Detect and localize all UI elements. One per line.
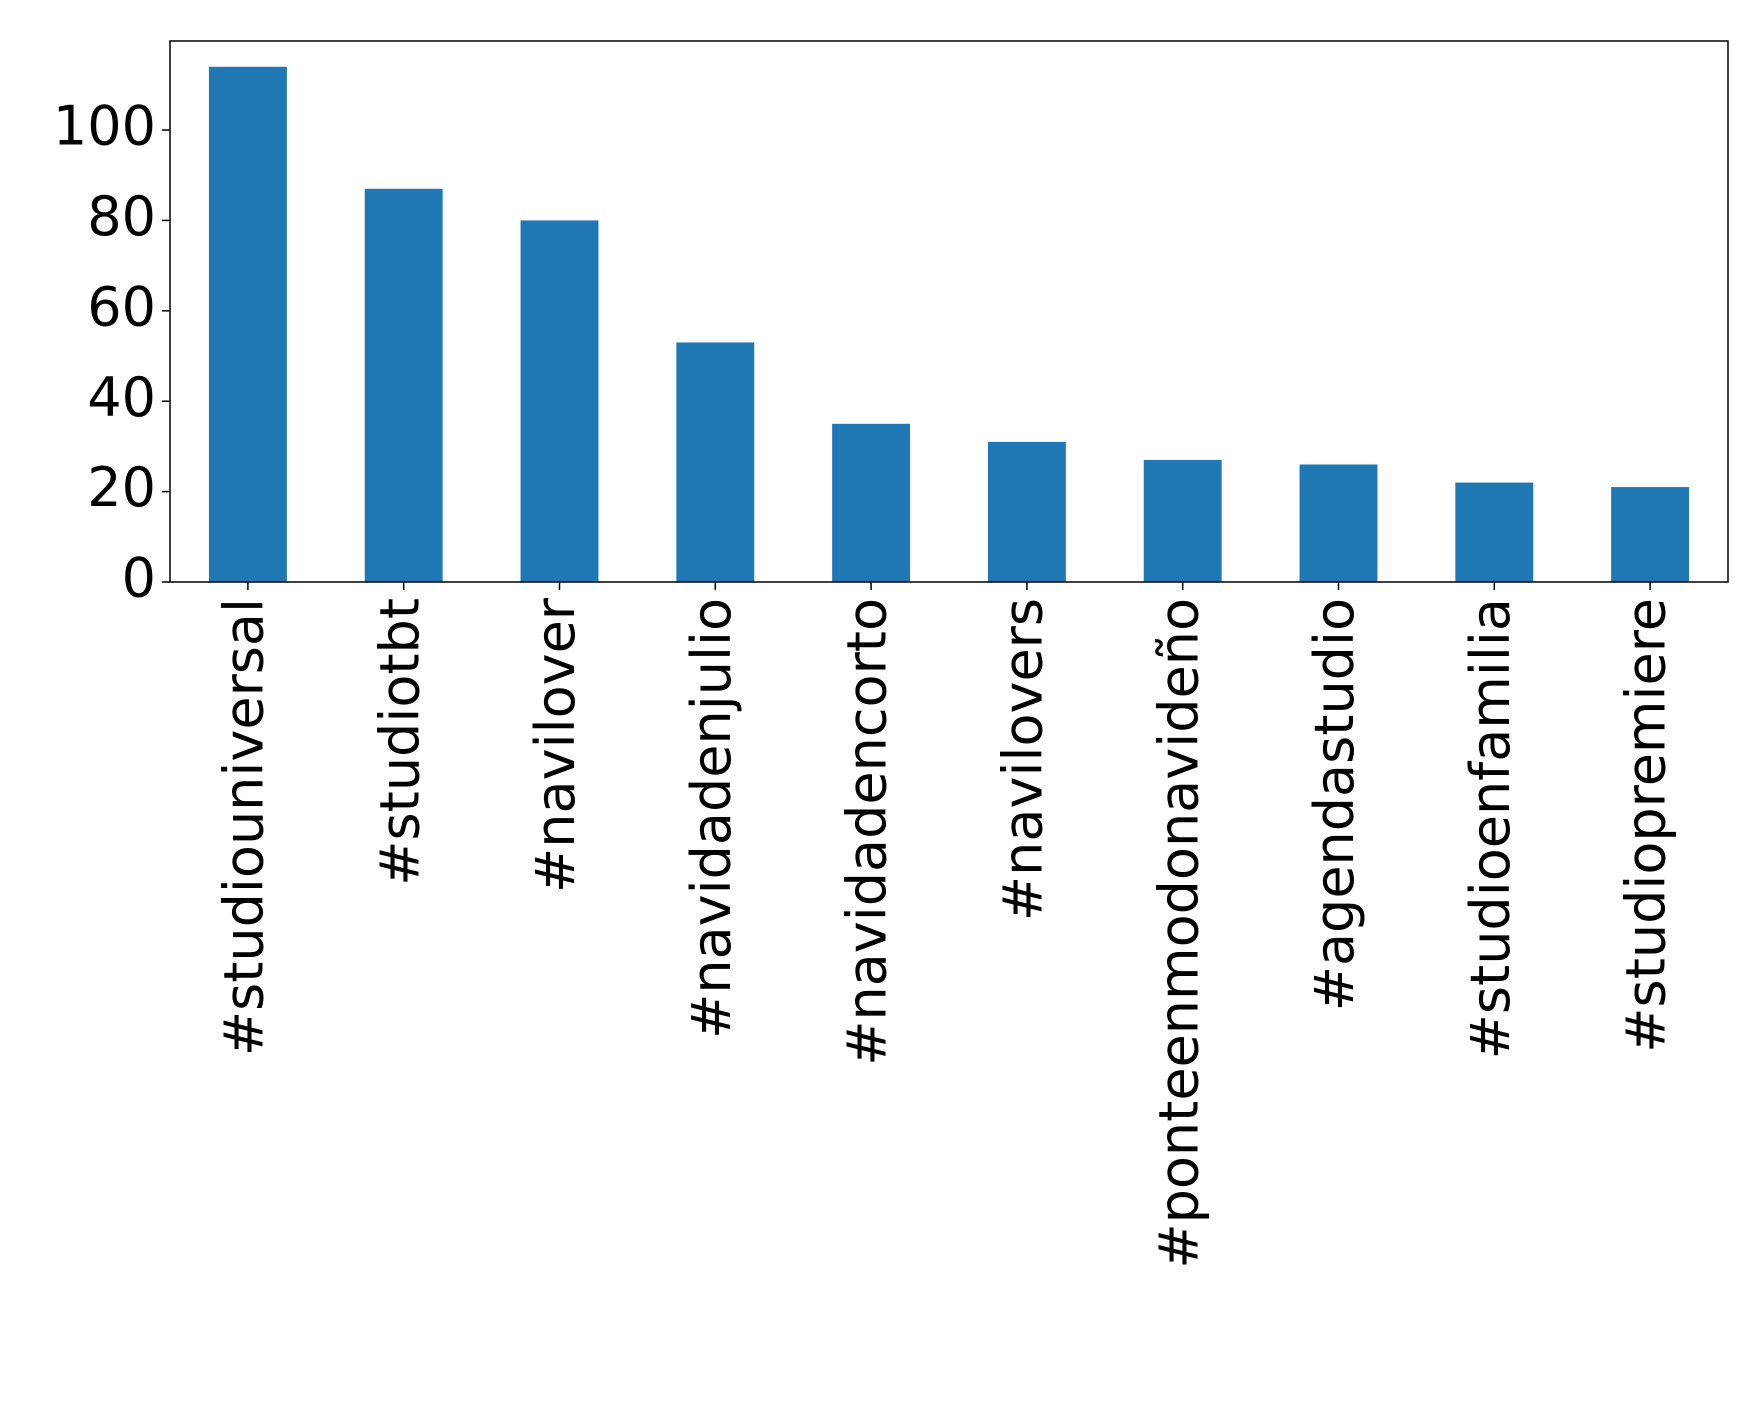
bar	[676, 342, 755, 582]
bar	[208, 66, 287, 582]
x-tick-label: #studiouniversal	[213, 598, 276, 1056]
x-tick-label: #navilovers	[992, 598, 1055, 921]
y-tick-label: 80	[87, 185, 156, 248]
y-tick-label: 40	[87, 366, 156, 429]
bar	[1455, 482, 1534, 582]
x-tick-label: #navidadenjulio	[680, 598, 743, 1039]
y-tick-label: 20	[87, 456, 156, 519]
x-tick-label: #navidadencorto	[836, 598, 899, 1066]
plot-frame	[169, 40, 1729, 583]
bar	[1143, 459, 1222, 582]
x-tick-label: #studioenfamilia	[1459, 598, 1522, 1059]
x-tick-label: #studiopremiere	[1615, 598, 1678, 1053]
x-tick-label: #ponteenmodonavideño	[1147, 598, 1210, 1269]
bar	[987, 441, 1066, 582]
y-tick-label: 0	[122, 547, 156, 610]
y-tick-label: 60	[87, 275, 156, 338]
bar	[1299, 464, 1378, 582]
bar	[832, 423, 911, 582]
x-tick-label: #agendastudio	[1303, 598, 1366, 1011]
bar	[520, 220, 599, 582]
bar	[1611, 487, 1690, 582]
bar	[364, 188, 443, 582]
y-tick-label: 100	[53, 95, 156, 158]
x-tick-label: #navilover	[524, 597, 587, 893]
x-tick-label: #studiotbt	[368, 598, 431, 886]
